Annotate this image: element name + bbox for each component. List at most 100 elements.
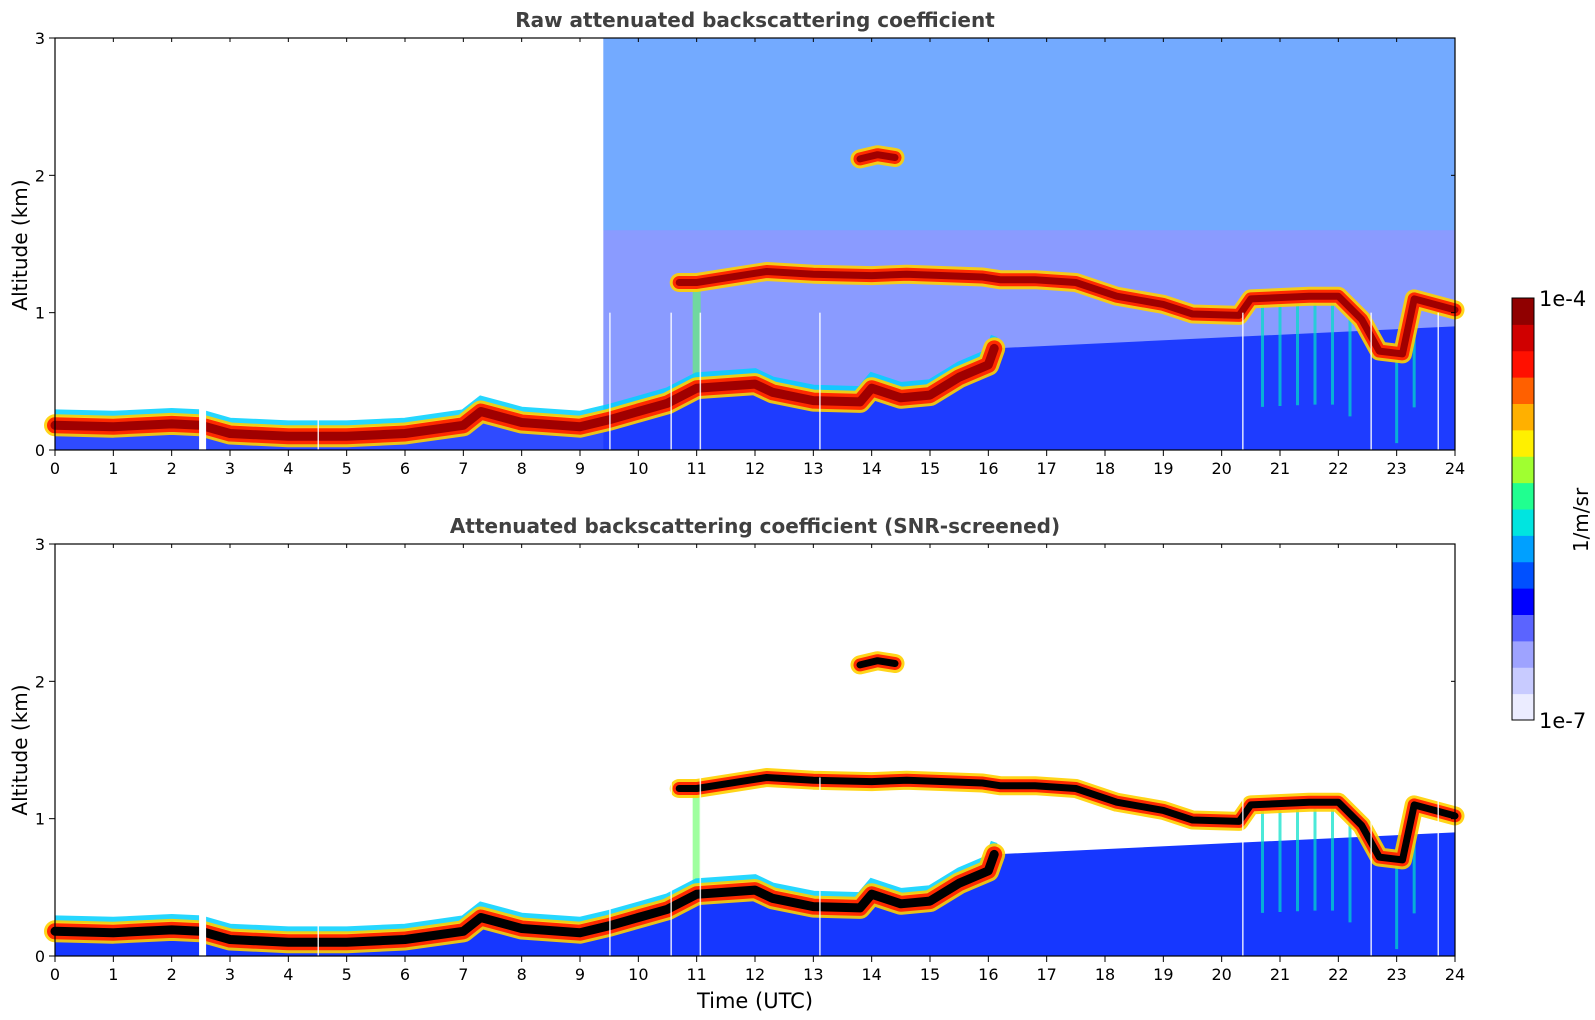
x-tick-label: 3: [225, 965, 235, 984]
x-tick-label: 17: [1036, 459, 1056, 478]
data-gap: [199, 38, 207, 450]
screened-layers: [44, 651, 1465, 954]
panel-screened-plot-area: 0 1 2 3 4 5 6 7 8 9 10 11 12 13 14 15 16 17 18 19 20 21 22 23 24…: [35, 535, 1465, 984]
screened-y-ticks: 0 1 2 3: [35, 535, 1455, 966]
data-gap: [670, 777, 672, 956]
colorbar-cell: [1512, 350, 1534, 378]
data-gap: [199, 544, 207, 956]
colorbar-cell: [1512, 324, 1534, 352]
colorbar-cell: [1512, 456, 1534, 484]
x-tick-label: 22: [1328, 459, 1348, 478]
colorbar-cell: [1512, 640, 1534, 668]
x-tick-label: 2: [167, 965, 177, 984]
panel-raw-plot-area: 0 1 2 3 4 5 6 7 8 9 10 11 12 13 14 15 16 17 18 19 20 21 22 23 24…: [35, 29, 1465, 478]
panel-screened-title: Attenuated backscattering coefficient (S…: [450, 514, 1060, 538]
x-tick-label: 18: [1095, 965, 1115, 984]
data-gap: [670, 312, 672, 450]
x-tick-label: 13: [803, 965, 823, 984]
x-tick-label: 1: [108, 459, 118, 478]
x-tick-label: 24: [1445, 459, 1465, 478]
panel-raw-ylabel: Altitude (km): [8, 179, 32, 310]
y-tick-label: 1: [35, 304, 45, 323]
x-tick-label: 11: [686, 459, 706, 478]
data-gap: [699, 312, 702, 450]
x-tick-label: 6: [400, 459, 410, 478]
x-tick-label: 4: [283, 459, 293, 478]
x-tick-label: 6: [400, 965, 410, 984]
x-tick-label: 11: [686, 965, 706, 984]
panel-screened-xlabel: Time (UTC): [696, 989, 813, 1013]
y-tick-label: 2: [35, 672, 45, 691]
x-tick-label: 21: [1270, 459, 1290, 478]
x-tick-label: 19: [1153, 965, 1173, 984]
cloud-layer-1-core: [675, 268, 1459, 358]
y-tick-label: 0: [35, 441, 45, 460]
data-gap: [317, 777, 319, 956]
x-tick-label: 20: [1211, 459, 1231, 478]
colorbar-cell: [1512, 482, 1534, 510]
data-gap: [317, 312, 319, 450]
x-tick-label: 5: [342, 965, 352, 984]
panel-raw: Raw attenuated backscattering coefficien…: [8, 8, 1465, 478]
x-tick-label: 8: [517, 459, 527, 478]
raw-layers: [44, 145, 1465, 448]
raw-high-noise-region: [603, 38, 1455, 231]
data-gap: [819, 777, 821, 956]
colorbar-cell: [1512, 588, 1534, 615]
x-tick-label: 10: [628, 965, 648, 984]
colorbar-max-label: 1e-4: [1539, 287, 1586, 311]
raw-x-ticks: 0 1 2 3 4 5 6 7 8 9 10 11 12 13 14 15 16 17 18 19 20 21 22 23 24: [50, 38, 1465, 478]
x-tick-label: 7: [458, 459, 468, 478]
panel-raw-title: Raw attenuated backscattering coefficien…: [515, 8, 995, 32]
x-tick-label: 15: [920, 459, 940, 478]
colorbar-min-label: 1e-7: [1539, 709, 1586, 733]
x-tick-label: 19: [1153, 459, 1173, 478]
x-tick-label: 14: [861, 965, 881, 984]
x-tick-label: 21: [1270, 965, 1290, 984]
data-gap: [609, 777, 611, 956]
colorbar-cell: [1512, 561, 1534, 589]
y-tick-label: 2: [35, 166, 45, 185]
colorbar-cell: [1512, 429, 1534, 457]
raw-data-gaps: [199, 38, 1439, 450]
x-tick-label: 16: [978, 459, 998, 478]
x-tick-label: 1: [108, 965, 118, 984]
data-gap: [1242, 777, 1244, 956]
cloud-layer-1-core: [675, 774, 1459, 864]
colorbar-cell: [1512, 298, 1534, 325]
cloud-layer-2-core: [856, 151, 899, 163]
cloud-layer-2-core: [856, 657, 899, 669]
x-tick-label: 13: [803, 459, 823, 478]
raw-y-ticks: 0 1 2 3: [35, 29, 1455, 460]
colorbar-cell: [1512, 377, 1534, 404]
x-tick-label: 24: [1445, 965, 1465, 984]
data-gap: [1437, 777, 1439, 956]
y-tick-label: 1: [35, 810, 45, 829]
screened-data-gaps: [199, 544, 1439, 956]
x-tick-label: 4: [283, 965, 293, 984]
colorbar-unit-label: 1/m/sr: [1569, 487, 1593, 552]
colorbar-cell: [1512, 535, 1534, 563]
x-tick-label: 3: [225, 459, 235, 478]
data-gap: [1242, 312, 1244, 450]
x-tick-label: 8: [517, 965, 527, 984]
screened-x-ticks: 0 1 2 3 4 5 6 7 8 9 10 11 12 13 14 15 16 17 18 19 20 21 22 23 24: [50, 544, 1465, 984]
x-tick-label: 9: [575, 459, 585, 478]
boundary-layer-line-core: [50, 849, 999, 947]
y-tick-label: 3: [35, 535, 45, 554]
y-tick-label: 3: [35, 29, 45, 48]
x-tick-label: 12: [745, 965, 765, 984]
x-tick-label: 18: [1095, 459, 1115, 478]
x-tick-label: 20: [1211, 965, 1231, 984]
colorbar-cell: [1512, 403, 1534, 431]
x-tick-label: 23: [1386, 965, 1406, 984]
data-gap: [1437, 312, 1439, 450]
x-tick-label: 16: [978, 965, 998, 984]
aerosol-fringe: [54, 840, 998, 934]
x-tick-label: 12: [745, 459, 765, 478]
data-gap: [819, 312, 821, 450]
aerosol-fringe: [54, 334, 998, 428]
colorbar-cell: [1512, 693, 1534, 721]
x-tick-label: 10: [628, 459, 648, 478]
